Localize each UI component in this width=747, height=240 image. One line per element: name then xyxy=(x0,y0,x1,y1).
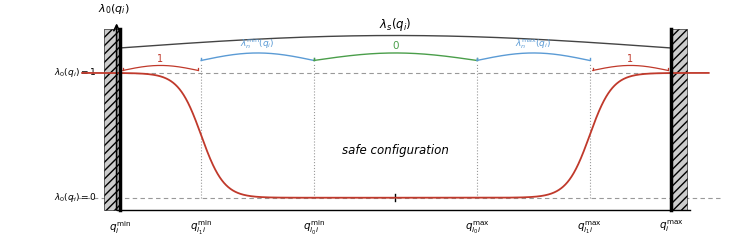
Text: $\lambda_n^{\min}(q_i)$: $\lambda_n^{\min}(q_i)$ xyxy=(241,36,275,51)
Text: $q_i^{\max}$: $q_i^{\max}$ xyxy=(659,219,684,234)
Text: $\lambda_0(q_i)$: $\lambda_0(q_i)$ xyxy=(98,1,129,16)
Text: $q_{l_0 i}^{\min}$: $q_{l_0 i}^{\min}$ xyxy=(303,219,325,237)
Text: $q_{l_1 i}^{\max}$: $q_{l_1 i}^{\max}$ xyxy=(577,219,602,236)
Text: 0: 0 xyxy=(392,41,399,51)
Text: $\lambda_0(q_i)=0$: $\lambda_0(q_i)=0$ xyxy=(54,191,96,204)
Text: $\lambda_s(q_i)$: $\lambda_s(q_i)$ xyxy=(379,16,412,33)
Text: $q_{l_1 i}^{\min}$: $q_{l_1 i}^{\min}$ xyxy=(190,219,212,237)
Text: 1: 1 xyxy=(627,54,633,64)
Text: 1: 1 xyxy=(158,54,164,64)
Bar xyxy=(104,29,120,210)
Text: $\lambda_n^{\max}(q_i)$: $\lambda_n^{\max}(q_i)$ xyxy=(515,38,551,51)
Text: $q_i^{\min}$: $q_i^{\min}$ xyxy=(109,219,131,236)
Text: $\lambda_0(q_i)=1$: $\lambda_0(q_i)=1$ xyxy=(54,66,96,79)
Text: $q_{l_0 i}^{\max}$: $q_{l_0 i}^{\max}$ xyxy=(465,219,489,236)
Text: safe configuration: safe configuration xyxy=(342,144,449,157)
Bar xyxy=(671,29,686,210)
